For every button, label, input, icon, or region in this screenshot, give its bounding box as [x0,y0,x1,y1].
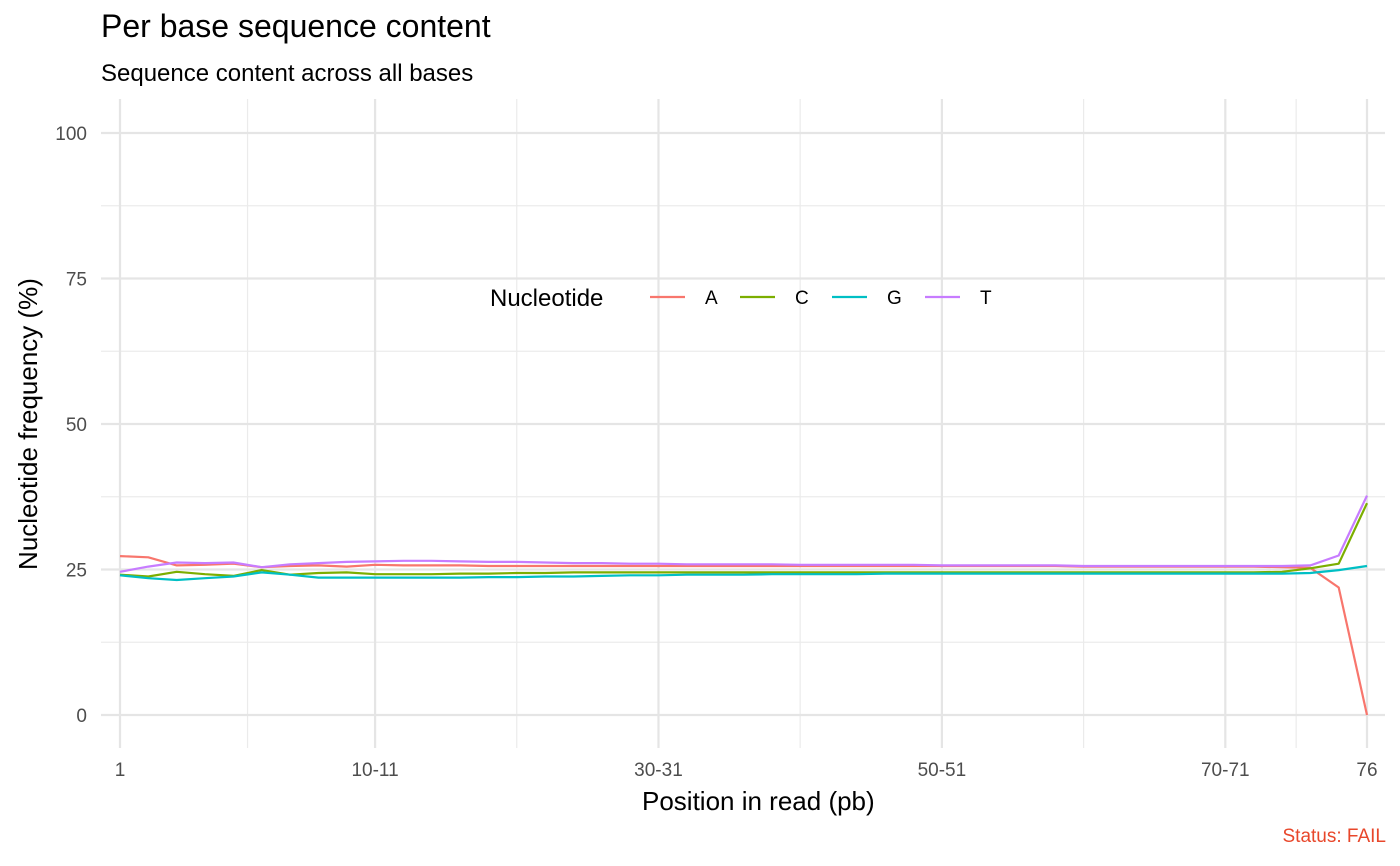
status-text: Status: FAIL [1282,826,1387,847]
series-lines [119,495,1369,716]
x-axis-label: Position in read (pb) [642,786,875,816]
x-tick-label: 50-51 [918,760,967,781]
y-tick-label: 25 [66,561,87,582]
x-axis-ticks: 1 10-11 30-31 50-51 70-71 76 [115,760,1378,781]
legend-label-C: C [795,288,809,309]
major-gridlines [101,99,1385,748]
y-tick-label: 50 [66,415,87,436]
y-tick-label: 75 [66,270,87,291]
y-axis-ticks: 0 25 50 75 100 [55,124,87,727]
chart-subtitle: Sequence content across all bases [101,60,474,87]
x-tick-label: 30-31 [634,760,683,781]
y-tick-label: 0 [76,706,87,727]
series-line-G [119,564,1368,582]
y-tick-label: 100 [55,124,87,145]
series-line-T [119,495,1368,573]
legend: Nucleotide A C G T [490,285,992,312]
x-tick-label: 76 [1356,760,1377,781]
legend-label-T: T [980,288,992,309]
y-axis-label: Nucleotide frequency (%) [13,278,43,570]
legend-label-G: G [887,288,902,309]
legend-label-A: A [705,288,718,309]
series-line-A [119,555,1369,716]
chart-title: Per base sequence content [101,8,491,44]
x-tick-label: 70-71 [1201,760,1250,781]
x-tick-label: 10-11 [351,760,398,781]
series-line-C [119,502,1368,578]
x-tick-label: 1 [115,760,126,781]
legend-title: Nucleotide [490,285,603,312]
